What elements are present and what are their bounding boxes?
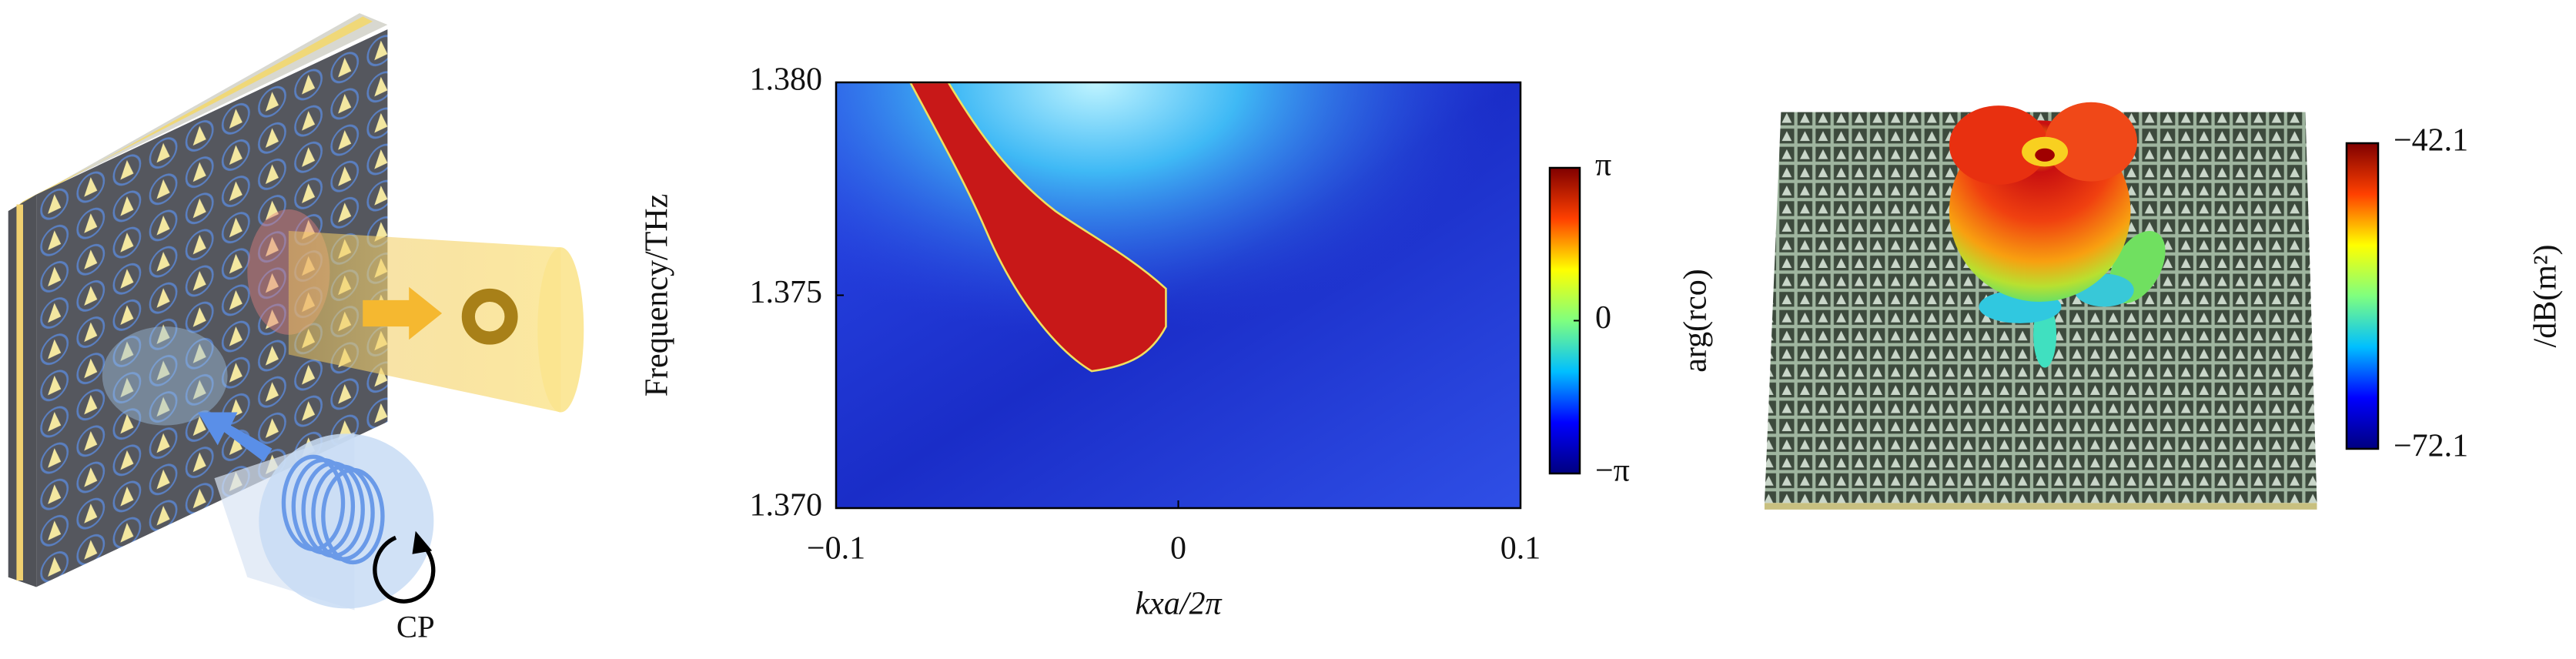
schematic: CP [8, 13, 584, 644]
colorbar-tick-label: 0 [1595, 300, 1611, 336]
x-tick-label: −0.1 [807, 531, 865, 567]
colorbar-label: arg(rco) [1678, 269, 1714, 372]
colorbar-label: /dB(m²) [2528, 245, 2564, 348]
heatmap-field [836, 82, 1521, 508]
x-axis-label: kxa/2π [1136, 587, 1223, 622]
colorbar-tick-label: −72.1 [2394, 429, 2468, 464]
colorbar-tick-label: π [1595, 148, 1611, 183]
cp-label: CP [396, 610, 435, 644]
colorbar-tick-label: −π [1595, 453, 1630, 489]
y-tick-label: 1.375 [750, 275, 823, 310]
colorbar-tick-label: −42.1 [2394, 123, 2468, 159]
radiation-view [1764, 102, 2317, 510]
y-axis-label: Frequency/THz [640, 194, 675, 397]
x-tick-label: 0.1 [1500, 531, 1541, 567]
y-tick-label: 1.370 [750, 488, 823, 524]
y-tick-label: 1.380 [750, 62, 823, 98]
colorbar [2345, 142, 2380, 450]
x-tick-label: 0 [1170, 531, 1186, 567]
